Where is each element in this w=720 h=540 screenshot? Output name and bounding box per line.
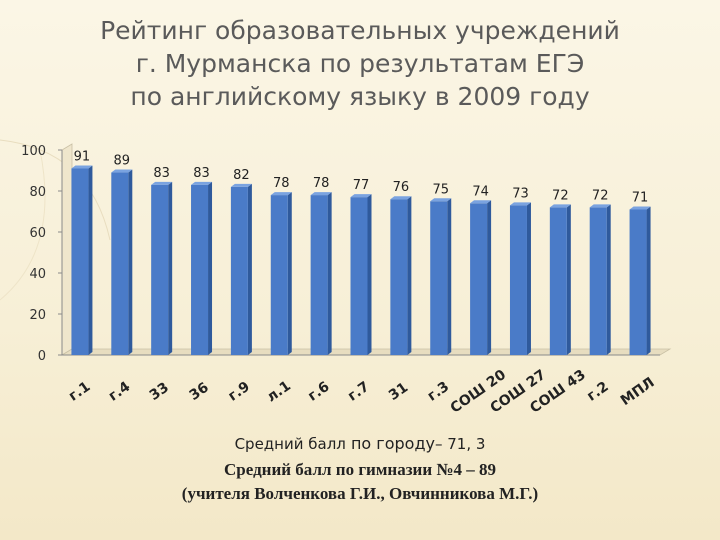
page-title: Рейтинг образовательных учреждений г. Му…	[0, 14, 720, 113]
y-tick-label: 100	[21, 144, 46, 159]
category-label: г.3	[425, 379, 453, 405]
category-label: 36	[187, 380, 212, 404]
footer: Средний балл по городу– 71, 3 Средний ба…	[0, 430, 720, 506]
bar-side	[247, 183, 252, 355]
bar	[71, 168, 89, 355]
category-label: г.1	[66, 379, 94, 405]
title-line-1: Рейтинг образовательных учреждений	[100, 16, 620, 45]
bar-top	[390, 196, 412, 200]
bar-top	[350, 194, 372, 198]
bar-top	[151, 181, 173, 185]
bar-chart: 0 20 40 60 80 100 91 89 83 83 82 78 78 77 76 75 74 73 72 7…	[21, 143, 672, 417]
bar-top	[430, 198, 452, 202]
bar	[191, 184, 209, 355]
category-label: г.9	[225, 379, 253, 405]
bar-top	[270, 192, 292, 196]
y-tick-label: 60	[29, 226, 46, 241]
bar-top	[549, 204, 571, 208]
data-label: 78	[273, 176, 290, 191]
bar	[430, 201, 448, 355]
y-tick-label: 20	[29, 308, 46, 323]
data-label: 75	[432, 182, 449, 197]
bar	[310, 195, 328, 355]
bar-side	[168, 181, 173, 355]
bar-top	[230, 183, 252, 187]
bar-side	[327, 192, 332, 355]
bar	[509, 205, 527, 355]
bar-side	[447, 198, 452, 355]
title-line-2: г. Мурманска по результатам ЕГЭ	[135, 49, 585, 78]
category-label: г.4	[106, 379, 134, 405]
bar	[390, 199, 408, 355]
category-label: 31	[386, 380, 411, 404]
bar-side	[526, 202, 531, 355]
category-label: г.6	[305, 379, 333, 405]
bar-side	[367, 194, 372, 355]
city-average-prefix: Средний балл	[234, 435, 346, 453]
bar-top	[589, 204, 611, 208]
city-average-suffix: – 71, 3	[434, 435, 486, 453]
y-tick-label: 40	[29, 267, 46, 282]
gymnasium-average: Средний балл по гимназии №4 – 89	[224, 460, 496, 479]
bar-top	[111, 169, 133, 173]
bar-top	[310, 192, 332, 196]
category-label: л.1	[264, 378, 294, 406]
category-label: 33	[147, 380, 172, 404]
data-label: 78	[313, 176, 330, 191]
bar	[549, 207, 567, 355]
category-label: г.2	[584, 379, 612, 405]
bars	[71, 165, 651, 355]
y-tick-label: 0	[38, 349, 46, 364]
city-average-mid: по городу	[345, 434, 435, 453]
bar-side	[208, 181, 213, 355]
teachers-note: (учителя Волченкова Г.И., Овчинникова М.…	[181, 484, 539, 503]
category-label: г.7	[345, 379, 373, 405]
data-label: 89	[114, 154, 131, 169]
category-label: МПЛ	[618, 374, 658, 408]
bar-top	[629, 206, 651, 210]
bar	[230, 186, 248, 355]
data-label: 83	[193, 166, 210, 181]
data-label: 71	[632, 190, 649, 205]
bar	[151, 184, 169, 355]
data-label: 83	[153, 166, 170, 181]
y-axis: 0 20 40 60 80 100	[21, 144, 63, 364]
bar-top	[470, 200, 492, 204]
bar-side	[646, 206, 651, 355]
bar-top	[191, 181, 213, 185]
data-labels: 91 89 83 83 82 78 78 77 76 75 74 73 72 72 71	[74, 149, 649, 205]
data-label: 91	[74, 149, 91, 164]
bar-side	[128, 169, 133, 355]
title-line-3: по английскому языку в 2009 году	[130, 82, 590, 111]
data-label: 82	[233, 168, 250, 183]
bar-top	[509, 202, 531, 206]
data-label: 72	[592, 188, 609, 203]
bar-side	[287, 192, 292, 355]
bar	[270, 195, 288, 355]
bar-side	[487, 200, 492, 355]
data-label: 74	[472, 184, 489, 199]
bar-side	[407, 196, 412, 355]
data-label: 73	[512, 186, 529, 201]
bar	[470, 203, 488, 355]
city-average: Средний балл по городу– 71, 3	[0, 430, 720, 458]
left-wall	[61, 143, 73, 356]
bar	[629, 209, 647, 355]
data-label: 76	[393, 180, 410, 195]
bar	[350, 197, 368, 355]
y-tick-label: 80	[29, 185, 46, 200]
bar-top	[71, 165, 93, 169]
data-label: 72	[552, 188, 569, 203]
bar-side	[88, 165, 93, 355]
bar-side	[566, 204, 571, 355]
bar	[111, 172, 129, 355]
data-label: 77	[353, 178, 370, 193]
bar	[589, 207, 607, 355]
bar-side	[606, 204, 611, 355]
